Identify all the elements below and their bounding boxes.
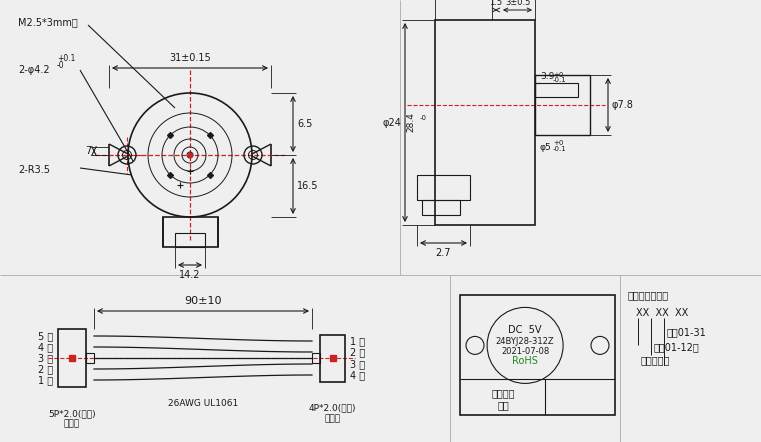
Text: 5P*2.0(白色)
马达端: 5P*2.0(白色) 马达端 [48,409,96,428]
Text: 3±0.5: 3±0.5 [505,0,530,7]
Text: φ7.8: φ7.8 [612,100,634,110]
Text: RoHS: RoHS [512,356,538,366]
Bar [312,353,320,363]
Text: 3 空: 3 空 [38,353,53,363]
Bar [535,75,590,135]
Text: 2 黄: 2 黄 [350,347,365,357]
Text: 7: 7 [84,146,91,156]
Text: M2.5*3mm深: M2.5*3mm深 [18,17,78,27]
Text: 4 黄: 4 黄 [38,342,53,352]
Text: 2-R3.5: 2-R3.5 [18,165,50,175]
Bar [435,20,535,225]
Text: 2 蓝: 2 蓝 [38,364,53,374]
Text: 1.5: 1.5 [489,0,502,7]
Text: 生产日期说明：: 生产日期说明： [628,290,669,300]
Text: 28.4: 28.4 [406,113,415,133]
Bar [535,83,578,97]
Text: 4 橙: 4 橙 [350,370,365,380]
Text: 90±10: 90±10 [184,296,221,306]
Text: φ24: φ24 [382,118,401,127]
Bar [86,353,94,363]
Text: 商标: 商标 [498,400,509,411]
Text: 2.7: 2.7 [436,248,451,258]
Text: -0.1: -0.1 [553,77,567,83]
Text: 月（01-12）: 月（01-12） [654,342,700,352]
Text: 24BYJ28-312Z: 24BYJ28-312Z [495,337,555,346]
Text: 1 橙: 1 橙 [38,375,53,385]
Text: 4P*2.0(白色)
客用端: 4P*2.0(白色) 客用端 [309,404,356,423]
Text: 16.5: 16.5 [297,181,319,191]
Bar [417,175,470,200]
Bar [460,295,615,415]
Text: 3.9: 3.9 [540,72,554,81]
Text: 14.2: 14.2 [180,270,201,280]
Text: 年（公历）: 年（公历） [641,355,670,365]
Text: 6.5: 6.5 [297,119,312,129]
Text: 5 粉: 5 粉 [38,331,53,341]
Text: -0.1: -0.1 [553,146,567,152]
Bar [163,217,218,247]
Text: +0: +0 [553,72,563,78]
Text: 机种型号: 机种型号 [492,389,515,398]
Bar [175,233,205,247]
Text: 1 蓝: 1 蓝 [350,336,365,346]
Text: +0: +0 [553,140,563,146]
Text: DC  5V: DC 5V [508,325,542,335]
Text: -0: -0 [57,61,65,70]
Text: 日（01-31: 日（01-31 [667,327,707,337]
Bar [422,200,460,215]
Bar [58,329,86,387]
Text: +0.1: +0.1 [57,54,75,63]
Text: 3 粉: 3 粉 [350,359,365,369]
Text: 2021-07-08: 2021-07-08 [501,347,549,356]
Text: 26AWG UL1061: 26AWG UL1061 [168,399,238,408]
Text: φ5: φ5 [540,142,552,152]
Text: 2-φ4.2: 2-φ4.2 [18,65,49,75]
Text: -0: -0 [420,114,427,121]
Bar [320,335,345,381]
Circle shape [189,153,192,156]
Text: 31±0.15: 31±0.15 [169,53,211,63]
Text: XX  XX  XX: XX XX XX [636,308,688,318]
